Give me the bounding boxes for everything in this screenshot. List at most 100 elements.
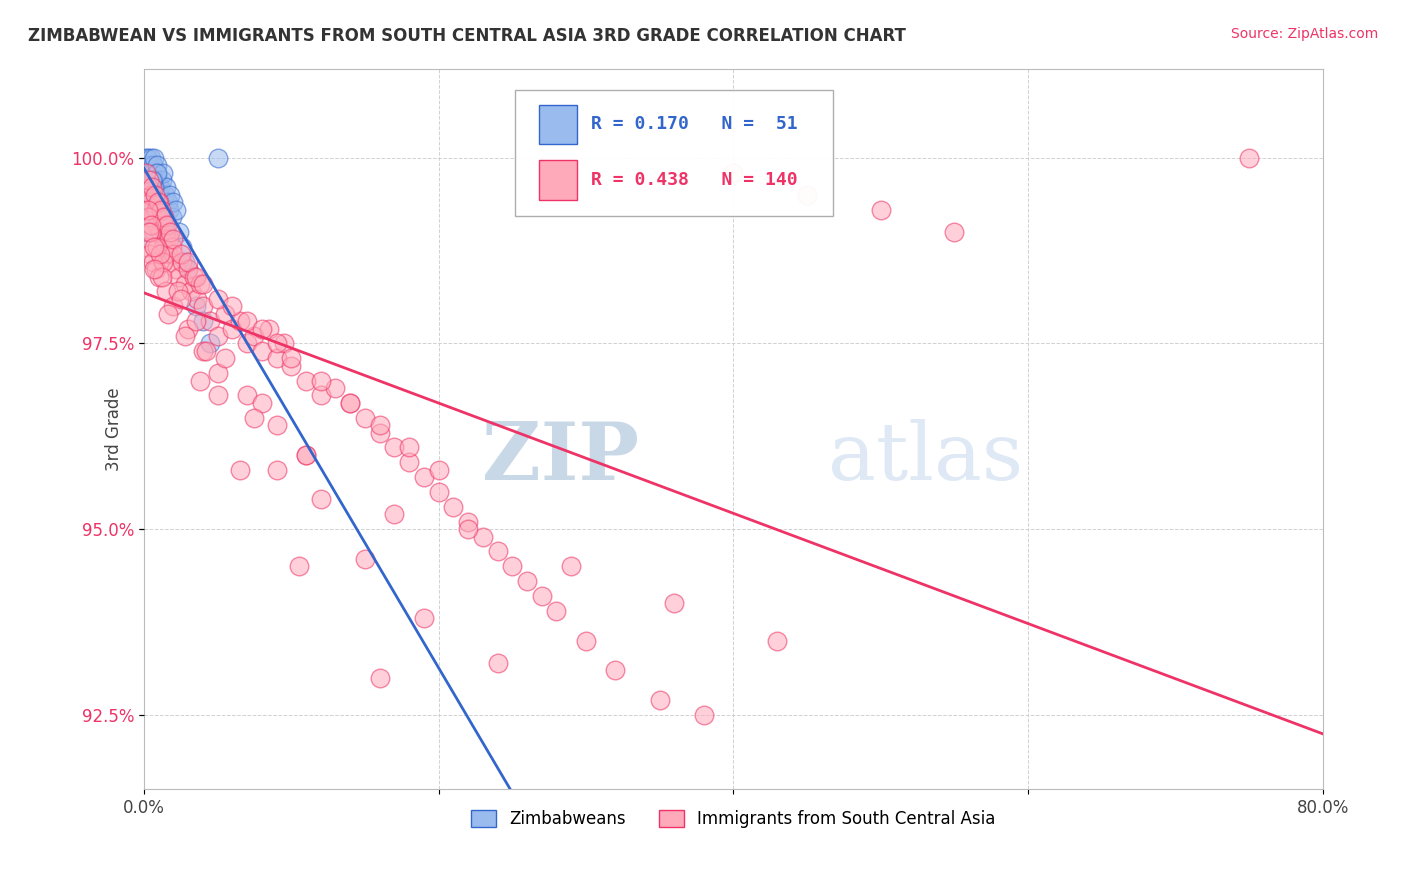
Point bbox=[280, 359, 302, 373]
Text: ZIMBABWEAN VS IMMIGRANTS FROM SOUTH CENTRAL ASIA 3RD GRADE CORRELATION CHART: ZIMBABWEAN VS IMMIGRANTS FROM SOUTH CENT… bbox=[28, 27, 905, 45]
Point bbox=[427, 485, 450, 500]
Point bbox=[150, 173, 173, 187]
Point bbox=[150, 218, 173, 232]
Point bbox=[152, 165, 174, 179]
FancyBboxPatch shape bbox=[515, 90, 834, 216]
Point bbox=[191, 343, 214, 358]
Point bbox=[134, 158, 156, 172]
Point bbox=[166, 285, 188, 299]
Point bbox=[200, 314, 222, 328]
Point bbox=[560, 559, 582, 574]
Point bbox=[184, 314, 207, 328]
Point bbox=[159, 187, 181, 202]
Point bbox=[135, 165, 157, 179]
Point bbox=[134, 187, 156, 202]
Point bbox=[200, 336, 222, 351]
Point bbox=[648, 693, 671, 707]
Point bbox=[169, 225, 191, 239]
Point bbox=[156, 218, 179, 232]
Point bbox=[177, 262, 200, 277]
Point bbox=[148, 195, 170, 210]
Point bbox=[136, 202, 159, 217]
Point bbox=[155, 232, 177, 246]
Point bbox=[157, 202, 180, 217]
Point bbox=[796, 187, 818, 202]
Point bbox=[266, 463, 288, 477]
Point bbox=[605, 664, 627, 678]
Point bbox=[354, 552, 377, 566]
Point bbox=[142, 158, 165, 172]
Point bbox=[143, 187, 166, 202]
Point bbox=[143, 173, 166, 187]
Point bbox=[138, 180, 160, 194]
Point bbox=[145, 180, 167, 194]
Point bbox=[146, 165, 169, 179]
Point bbox=[143, 225, 166, 239]
Point bbox=[149, 202, 172, 217]
Point bbox=[191, 314, 214, 328]
Point bbox=[471, 530, 494, 544]
Point bbox=[148, 269, 170, 284]
Point bbox=[145, 202, 167, 217]
Point bbox=[146, 158, 169, 172]
Point bbox=[135, 151, 157, 165]
Point bbox=[139, 247, 162, 261]
Point bbox=[287, 559, 309, 574]
Point bbox=[441, 500, 464, 514]
Point bbox=[250, 343, 273, 358]
Point bbox=[139, 218, 162, 232]
Point bbox=[257, 321, 280, 335]
Point bbox=[162, 195, 184, 210]
Point bbox=[266, 351, 288, 366]
Point bbox=[177, 254, 200, 268]
Point bbox=[266, 336, 288, 351]
Point bbox=[229, 463, 252, 477]
Legend: Zimbabweans, Immigrants from South Central Asia: Zimbabweans, Immigrants from South Centr… bbox=[464, 804, 1002, 835]
Point bbox=[139, 195, 162, 210]
Point bbox=[155, 285, 177, 299]
Point bbox=[141, 225, 163, 239]
Point bbox=[723, 165, 745, 179]
Text: atlas: atlas bbox=[828, 418, 1022, 497]
Bar bbox=[538, 104, 576, 145]
Point bbox=[186, 292, 208, 306]
Text: R = 0.438   N = 140: R = 0.438 N = 140 bbox=[591, 171, 797, 189]
Point bbox=[295, 374, 318, 388]
Point bbox=[135, 225, 157, 239]
Point bbox=[177, 321, 200, 335]
Point bbox=[159, 254, 181, 268]
Point bbox=[170, 247, 193, 261]
Point bbox=[135, 165, 157, 179]
Point bbox=[766, 633, 789, 648]
Point bbox=[174, 329, 197, 343]
Point bbox=[250, 396, 273, 410]
Point bbox=[530, 589, 553, 603]
Point bbox=[139, 151, 162, 165]
Point bbox=[516, 574, 538, 589]
Point bbox=[339, 396, 361, 410]
Point bbox=[156, 247, 179, 261]
Point bbox=[207, 292, 229, 306]
Point bbox=[869, 202, 891, 217]
Point bbox=[273, 336, 295, 351]
Point bbox=[138, 158, 160, 172]
Point bbox=[143, 180, 166, 194]
Point bbox=[325, 381, 347, 395]
Point bbox=[174, 254, 197, 268]
Point bbox=[153, 210, 176, 224]
Point bbox=[141, 180, 163, 194]
Point bbox=[146, 195, 169, 210]
Point bbox=[148, 202, 170, 217]
Point bbox=[138, 180, 160, 194]
Point bbox=[142, 210, 165, 224]
Point bbox=[138, 173, 160, 187]
Point bbox=[145, 195, 167, 210]
Point bbox=[142, 173, 165, 187]
Point bbox=[138, 225, 160, 239]
Point bbox=[280, 351, 302, 366]
Point bbox=[309, 388, 332, 402]
Point bbox=[457, 515, 479, 529]
Point bbox=[457, 522, 479, 536]
Point bbox=[693, 707, 716, 722]
Point bbox=[149, 180, 172, 194]
